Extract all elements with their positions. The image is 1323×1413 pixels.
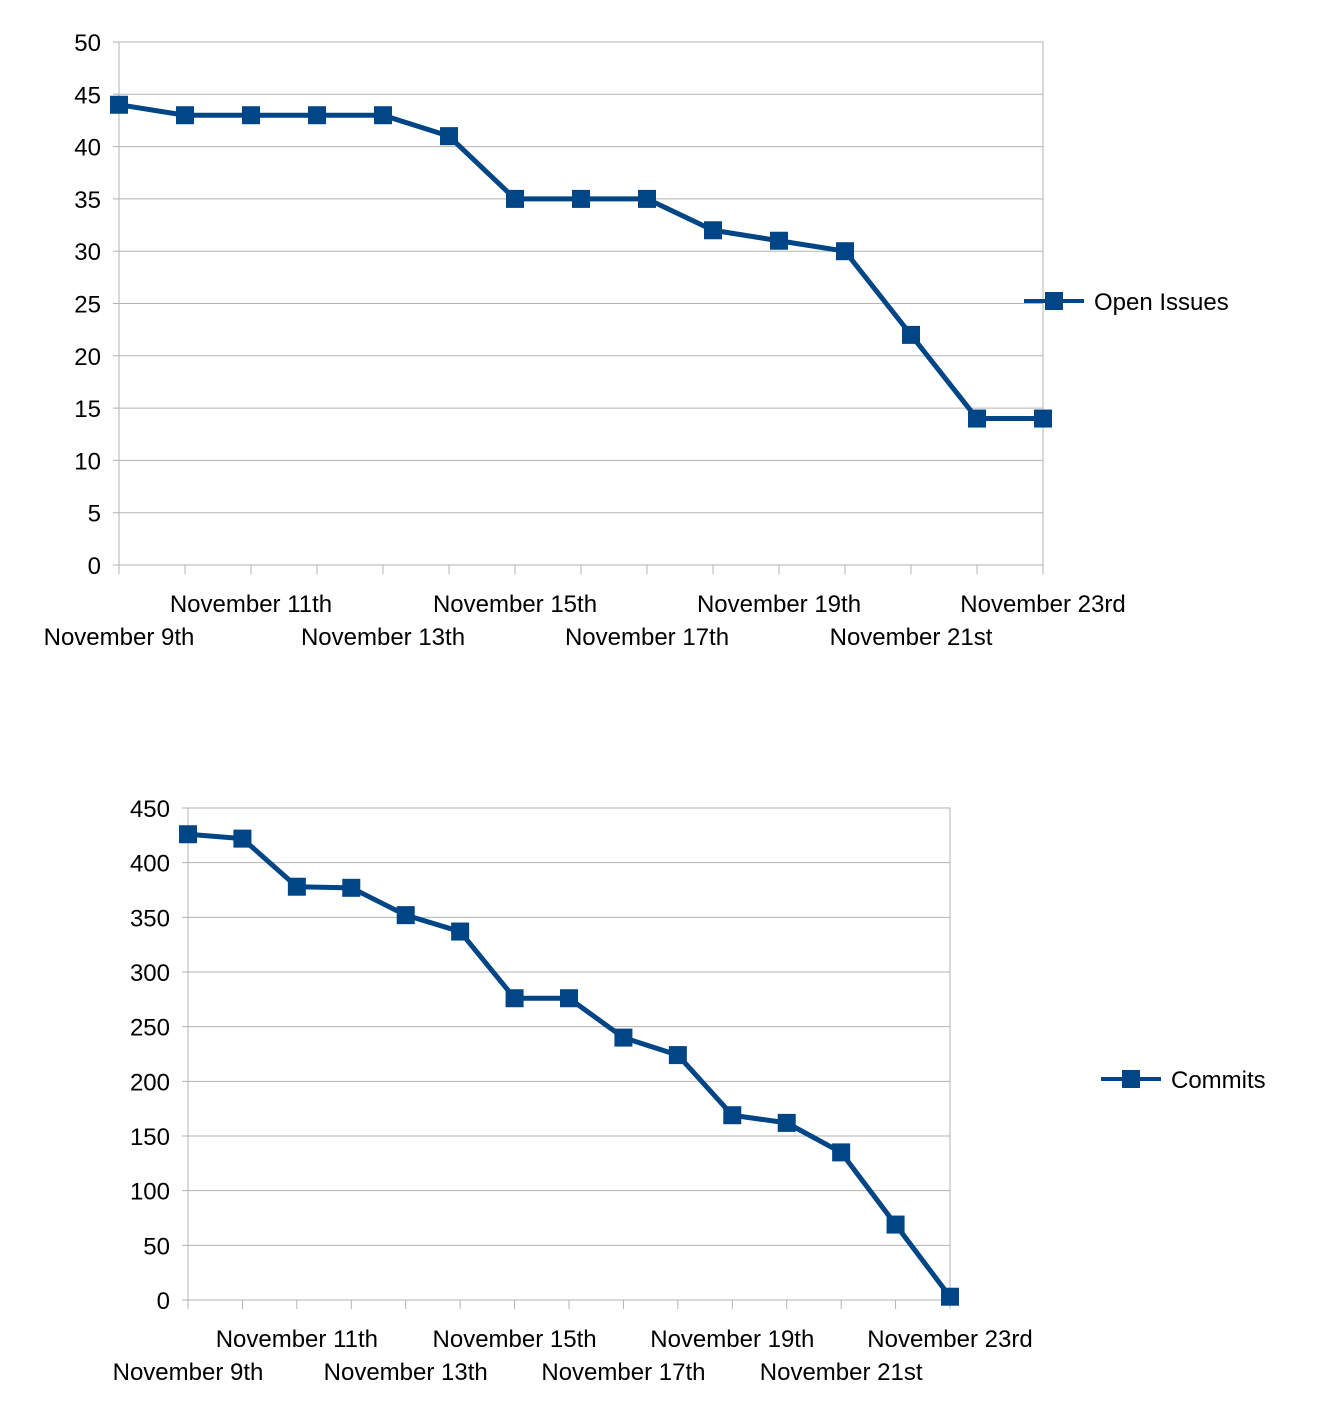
y-tick-label: 350 — [130, 905, 170, 932]
data-point — [451, 922, 470, 941]
x-tick-label: November 15th — [433, 1326, 597, 1353]
x-tick-label: November 9th — [113, 1359, 264, 1386]
data-point — [614, 1028, 633, 1047]
data-point — [506, 189, 524, 208]
commits-chart: 0 50 100 150 200 250 300 350 400 450 November 9th N… — [113, 796, 1266, 1386]
x-tick-label: November 23rd — [960, 591, 1125, 618]
legend-marker — [1045, 292, 1063, 310]
y-tick-label: 25 — [74, 292, 101, 319]
y-tick-label: 0 — [157, 1288, 170, 1315]
data-point — [572, 189, 590, 208]
series-line — [187, 831, 952, 1299]
x-tick-label: November 11th — [170, 591, 332, 618]
data-point — [176, 106, 194, 125]
y-tick-label: 50 — [74, 30, 101, 57]
x-tick-label: November 13th — [301, 624, 465, 651]
y-tick-label: 35 — [74, 187, 101, 214]
x-tick-label: November 19th — [697, 591, 861, 618]
data-point — [242, 106, 260, 125]
data-point — [1034, 409, 1052, 428]
y-tick-label: 20 — [74, 344, 101, 371]
data-point — [668, 1046, 687, 1065]
x-tick-label: November 17th — [541, 1359, 705, 1386]
y-tick-label: 50 — [143, 1233, 170, 1260]
data-point — [704, 221, 722, 240]
x-tick-label: November 23rd — [867, 1326, 1032, 1353]
data-point — [638, 189, 656, 208]
data-point — [440, 127, 458, 146]
data-point — [560, 989, 578, 1008]
y-tick-label: 400 — [130, 851, 170, 878]
x-tick-label: November 11th — [216, 1326, 378, 1353]
data-point — [179, 825, 197, 844]
data-point — [968, 409, 986, 428]
data-point — [396, 906, 415, 925]
open-issues-chart: 0 5 10 15 20 25 30 35 40 45 50 November 9th November… — [44, 30, 1229, 651]
data-point — [723, 1106, 742, 1125]
x-tick-label: November 17th — [565, 624, 729, 651]
y-tick-label: 100 — [130, 1179, 170, 1206]
legend-marker — [1122, 1070, 1140, 1088]
x-tick-label: November 21st — [760, 1359, 923, 1386]
data-point — [342, 878, 361, 897]
x-tick-label: November 9th — [44, 624, 195, 651]
y-tick-label: 45 — [74, 82, 101, 109]
data-point — [941, 1287, 959, 1306]
y-tick-label: 15 — [74, 396, 101, 423]
data-point — [902, 325, 920, 344]
y-tick-label: 250 — [130, 1015, 170, 1042]
y-tick-label: 10 — [74, 448, 101, 475]
data-point — [505, 989, 524, 1008]
series-line — [118, 102, 1043, 422]
x-tick-label: November 21st — [830, 624, 993, 651]
data-point — [836, 242, 854, 261]
data-point — [777, 1113, 796, 1132]
legend: Open Issues — [1024, 289, 1229, 316]
y-tick-label: 200 — [130, 1069, 170, 1096]
x-tick-label: November 19th — [650, 1326, 814, 1353]
data-point — [832, 1143, 851, 1162]
x-tick-label: November 13th — [324, 1359, 488, 1386]
data-point — [233, 829, 252, 848]
y-tick-label: 300 — [130, 960, 170, 987]
y-tick-label: 5 — [88, 501, 101, 528]
data-point — [287, 877, 306, 896]
legend-label: Open Issues — [1094, 289, 1229, 316]
data-point — [770, 231, 788, 250]
data-point — [374, 106, 392, 125]
x-tick-label: November 15th — [433, 591, 597, 618]
y-tick-label: 150 — [130, 1124, 170, 1151]
y-tick-label: 450 — [130, 796, 170, 823]
y-tick-label: 0 — [88, 553, 101, 580]
y-tick-label: 40 — [74, 135, 101, 162]
data-point — [308, 106, 326, 125]
y-tick-label: 30 — [74, 239, 101, 266]
data-point — [886, 1215, 905, 1234]
legend: Commits — [1101, 1067, 1266, 1094]
data-point — [110, 95, 128, 114]
legend-label: Commits — [1171, 1067, 1266, 1094]
